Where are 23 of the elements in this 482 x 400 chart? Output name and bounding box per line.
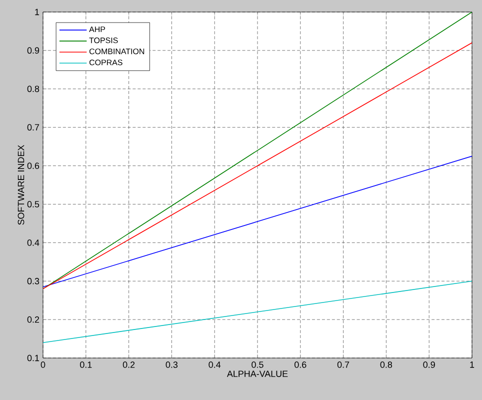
y-tick-label: 0.2 xyxy=(27,316,40,323)
y-tick-label: 0.4 xyxy=(27,239,40,246)
x-tick-label: 0.3 xyxy=(166,362,178,368)
x-tick-label: 0.2 xyxy=(122,362,135,368)
x-tick-label: 0.4 xyxy=(208,362,221,368)
y-tick-label: 0.5 xyxy=(27,201,40,208)
y-tick-label: 0.7 xyxy=(27,124,40,131)
y-tick-label: 0.3 xyxy=(27,278,40,284)
y-tick-label: 0.9 xyxy=(27,47,40,54)
y-tick-label: 0.1 xyxy=(27,354,40,362)
x-tick-label: 0.9 xyxy=(423,362,435,368)
x-axis-title: ALPHA-VALUE xyxy=(226,370,288,377)
x-tick-label: 1 xyxy=(470,362,474,368)
y-tick-label: 0.6 xyxy=(27,162,40,169)
y-tick-label: 1 xyxy=(35,8,40,16)
x-tick-label: 0.7 xyxy=(337,362,350,368)
x-tick-label: 0.5 xyxy=(252,362,264,368)
x-tick-label: 0.6 xyxy=(294,362,306,368)
x-tick-label: 0 xyxy=(40,362,46,368)
y-axis-title: SOFTWARE INDEX xyxy=(18,145,24,225)
x-tick-label: 0.8 xyxy=(380,362,392,368)
x-tick-label: 0.1 xyxy=(80,362,92,368)
y-tick-label: 0.8 xyxy=(27,86,40,92)
